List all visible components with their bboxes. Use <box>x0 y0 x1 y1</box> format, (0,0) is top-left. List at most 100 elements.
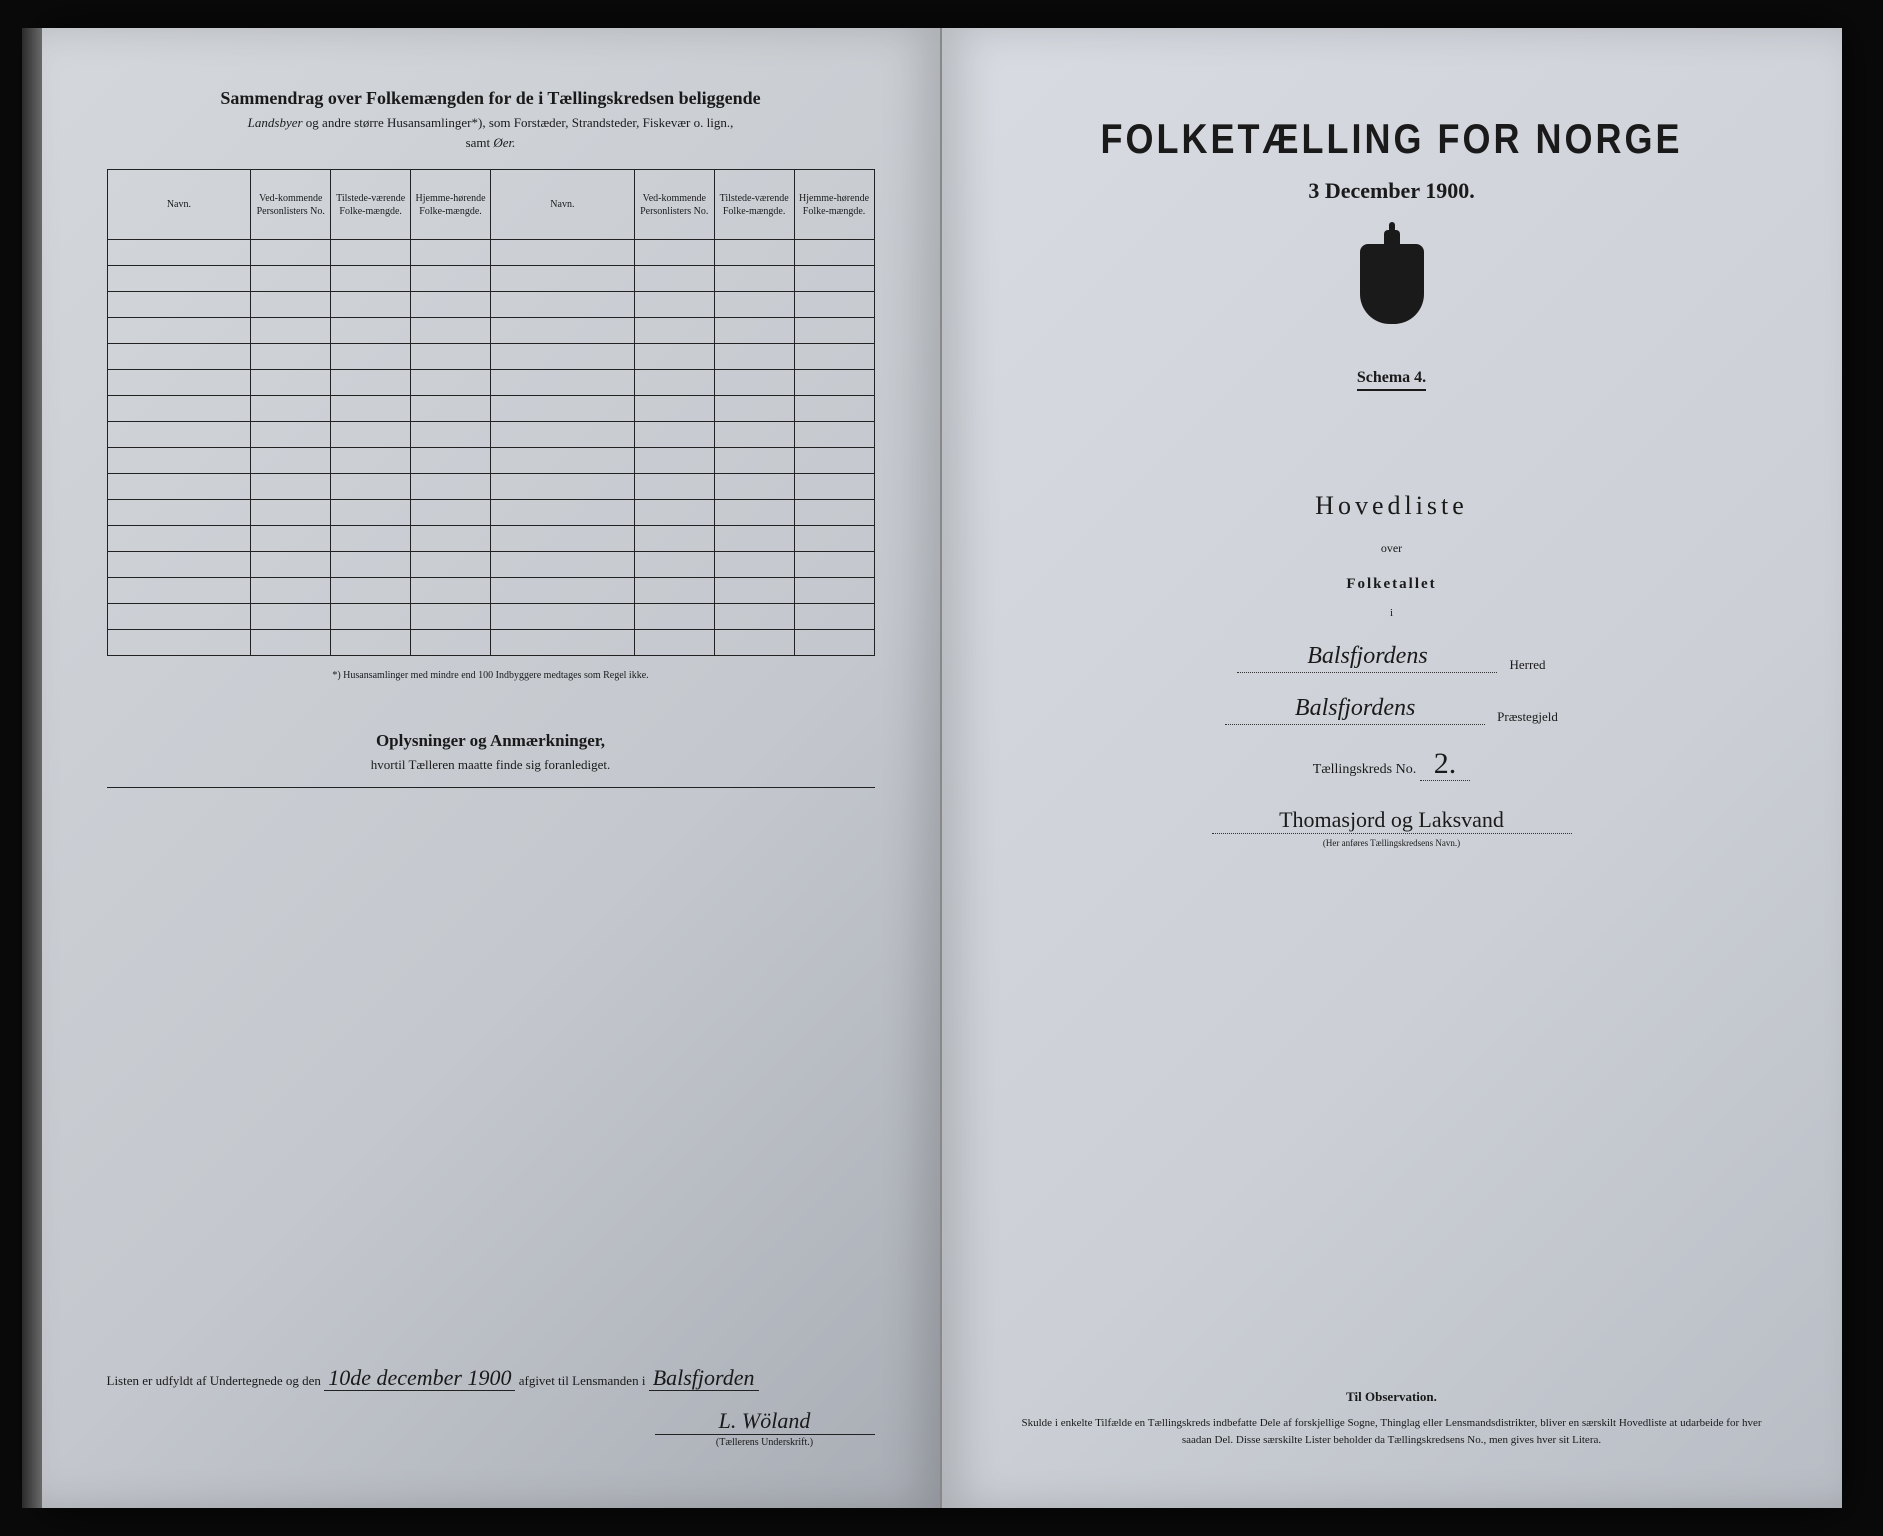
table-cell <box>411 240 491 266</box>
table-cell <box>411 526 491 552</box>
col-navn-2: Navn. <box>490 170 634 240</box>
table-cell <box>634 604 714 630</box>
table-cell <box>634 266 714 292</box>
table-cell <box>794 318 874 344</box>
table-cell <box>714 448 794 474</box>
table-cell <box>411 370 491 396</box>
signature-line: Listen er udfyldt af Undertegnede og den… <box>107 1354 875 1402</box>
kreds-name: Thomasjord og Laksvand <box>1212 807 1572 834</box>
signature-date: 10de december 1900 <box>324 1365 515 1391</box>
oplysninger-title: Oplysninger og Anmærkninger, <box>107 731 875 751</box>
table-cell <box>490 500 634 526</box>
table-row <box>107 578 874 604</box>
herred-row: Balsfjordens Herred <box>1007 643 1777 673</box>
table-cell <box>331 292 411 318</box>
table-cell <box>714 240 794 266</box>
prestegjeld-value: Balsfjordens <box>1225 695 1485 725</box>
table-cell <box>794 474 874 500</box>
table-cell <box>490 422 634 448</box>
table-cell <box>794 630 874 656</box>
table-cell <box>251 578 331 604</box>
table-cell <box>251 396 331 422</box>
prestegjeld-label: Præstegjeld <box>1497 709 1558 725</box>
col-hjemme-1: Hjemme-hørende Folke-mængde. <box>411 170 491 240</box>
table-cell <box>251 604 331 630</box>
table-cell <box>411 318 491 344</box>
table-cell <box>331 552 411 578</box>
table-cell <box>634 240 714 266</box>
table-cell <box>331 578 411 604</box>
table-cell <box>331 604 411 630</box>
table-cell <box>331 240 411 266</box>
table-cell <box>331 422 411 448</box>
table-cell <box>411 630 491 656</box>
table-row <box>107 604 874 630</box>
table-cell <box>714 474 794 500</box>
signature-place: Balsfjorden <box>649 1365 759 1391</box>
table-cell <box>794 526 874 552</box>
signature-caption: (Tællerens Underskrift.) <box>655 1437 875 1448</box>
table-cell <box>714 552 794 578</box>
right-page: FOLKETÆLLING FOR NORGE 3 December 1900. … <box>942 28 1842 1508</box>
table-cell <box>251 266 331 292</box>
kreds-row: Tællingskreds No. 2. <box>1007 747 1777 781</box>
table-cell <box>331 630 411 656</box>
table-cell <box>714 266 794 292</box>
table-cell <box>634 318 714 344</box>
observation-body: Skulde i enkelte Tilfælde en Tællingskre… <box>1022 1415 1762 1448</box>
table-cell <box>794 422 874 448</box>
table-cell <box>714 292 794 318</box>
table-cell <box>490 552 634 578</box>
table-cell <box>490 448 634 474</box>
table-cell <box>714 526 794 552</box>
table-cell <box>490 630 634 656</box>
table-cell <box>251 552 331 578</box>
table-cell <box>107 630 251 656</box>
table-cell <box>634 422 714 448</box>
book-spine <box>22 28 42 1508</box>
table-cell <box>794 552 874 578</box>
table-cell <box>107 370 251 396</box>
table-cell <box>634 396 714 422</box>
table-row <box>107 552 874 578</box>
table-cell <box>490 474 634 500</box>
oplysninger-sub: hvortil Tælleren maatte finde sig foranl… <box>107 757 875 773</box>
table-cell <box>331 474 411 500</box>
table-cell <box>794 370 874 396</box>
table-cell <box>794 448 874 474</box>
table-cell <box>634 500 714 526</box>
kreds-number: 2. <box>1420 747 1471 781</box>
table-cell <box>331 448 411 474</box>
table-cell <box>714 630 794 656</box>
table-cell <box>107 604 251 630</box>
col-tilstede-2: Tilstede-værende Folke-mængde. <box>714 170 794 240</box>
table-cell <box>794 292 874 318</box>
table-cell <box>714 370 794 396</box>
table-cell <box>107 526 251 552</box>
table-cell <box>794 396 874 422</box>
signature-name-block: L. Wöland (Tællerens Underskrift.) <box>655 1408 875 1448</box>
table-cell <box>490 578 634 604</box>
table-row <box>107 240 874 266</box>
table-cell <box>107 318 251 344</box>
table-cell <box>490 344 634 370</box>
table-cell <box>490 240 634 266</box>
table-cell <box>251 422 331 448</box>
table-cell <box>714 604 794 630</box>
table-cell <box>714 396 794 422</box>
table-cell <box>107 448 251 474</box>
table-cell <box>714 318 794 344</box>
table-cell <box>490 292 634 318</box>
table-cell <box>251 240 331 266</box>
table-cell <box>634 370 714 396</box>
summary-subtitle: Landsbyer og andre større Husansamlinger… <box>107 115 875 131</box>
table-cell <box>107 266 251 292</box>
observation-title: Til Observation. <box>1022 1389 1762 1405</box>
kreds-caption: (Her anføres Tællingskredsens Navn.) <box>1007 838 1777 848</box>
table-cell <box>331 500 411 526</box>
table-cell <box>794 604 874 630</box>
table-cell <box>331 526 411 552</box>
hovedliste-heading: Hovedliste <box>1007 491 1777 521</box>
table-cell <box>411 396 491 422</box>
table-cell <box>490 318 634 344</box>
